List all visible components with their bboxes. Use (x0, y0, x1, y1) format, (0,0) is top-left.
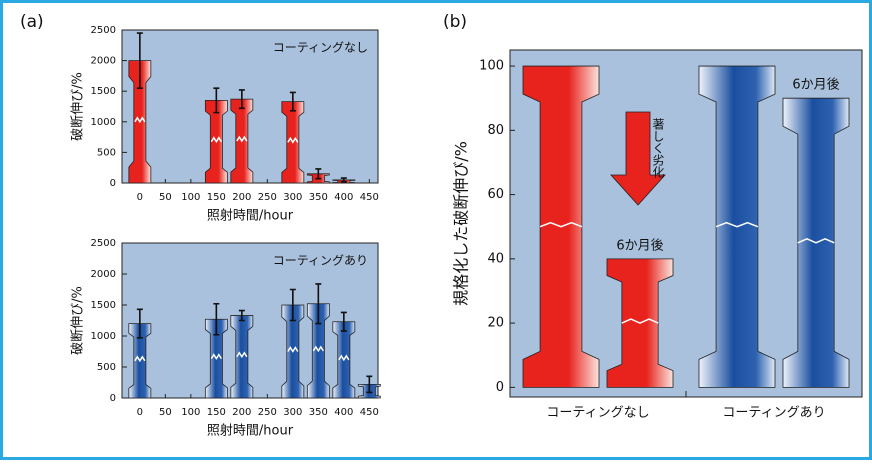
y-tick-label: 1000 (91, 331, 116, 342)
y-tick-label: 20 (487, 316, 504, 331)
x-tick-label: 50 (159, 407, 172, 418)
y-tick-label: 1500 (91, 86, 116, 97)
panel-label: (a) (20, 12, 44, 32)
x-tick-label: 200 (232, 192, 251, 203)
y-tick-label: 40 (487, 251, 504, 266)
x-tick-label: 150 (207, 192, 226, 203)
x-tick-label: 350 (309, 192, 328, 203)
x-tick-label: 0 (137, 192, 143, 203)
y-tick-label: 2000 (91, 269, 116, 280)
x-axis-label: 照射時間/hour (207, 208, 294, 224)
panel-label: (b) (443, 12, 467, 32)
y-axis-label: 破断伸び/% (71, 72, 86, 141)
annotation: 著しく劣化 (651, 118, 665, 179)
y-axis-label: 規格化した破断伸び/% (452, 141, 471, 306)
y-axis-label: 破断伸び/% (71, 286, 86, 355)
x-tick-label: 450 (360, 407, 379, 418)
y-tick-label: 500 (97, 147, 116, 158)
annotation: コーティングなし (273, 41, 368, 55)
x-tick-label: 250 (258, 407, 277, 418)
value-label: 6か月後 (792, 78, 839, 93)
annotation: コーティングあり (273, 254, 368, 268)
figure: 05001000150020002500(a)破断伸び/%05010015020… (0, 0, 872, 460)
x-tick-label: 150 (207, 407, 226, 418)
x-tick-label: コーティングあり (722, 406, 825, 421)
y-tick-label: 0 (496, 380, 504, 395)
y-tick-label: 0 (110, 393, 116, 404)
y-tick-label: 2500 (91, 238, 116, 249)
y-tick-label: 60 (487, 187, 504, 202)
y-tick-label: 500 (97, 362, 116, 373)
x-tick-label: 450 (360, 192, 379, 203)
y-tick-label: 2000 (91, 56, 116, 67)
value-label: 6か月後 (616, 238, 663, 253)
y-tick-label: 1000 (91, 117, 116, 128)
x-tick-label: 400 (334, 407, 353, 418)
x-tick-label: 300 (283, 192, 302, 203)
x-tick-label: 250 (258, 192, 277, 203)
x-tick-label: 200 (232, 407, 251, 418)
x-axis-label: 照射時間/hour (207, 423, 294, 439)
y-tick-label: 0 (110, 178, 116, 189)
x-tick-label: コーティングなし (546, 406, 649, 421)
x-tick-label: 300 (283, 407, 302, 418)
y-tick-label: 2500 (91, 25, 116, 36)
x-tick-label: 50 (159, 192, 172, 203)
x-tick-label: 400 (334, 192, 353, 203)
x-tick-label: 100 (181, 407, 200, 418)
y-tick-label: 80 (487, 123, 504, 138)
x-tick-label: 350 (309, 407, 328, 418)
x-tick-label: 0 (137, 407, 143, 418)
y-tick-label: 1500 (91, 300, 116, 311)
y-tick-label: 100 (479, 59, 504, 74)
x-tick-label: 100 (181, 192, 200, 203)
